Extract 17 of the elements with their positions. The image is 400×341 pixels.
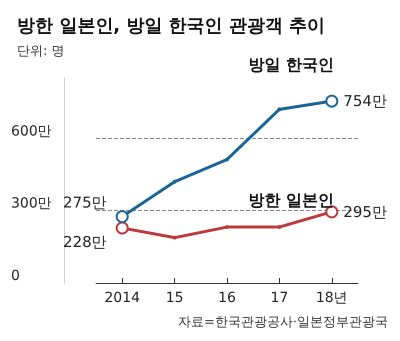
data-label: 275만: [63, 194, 107, 212]
data-label: 754만: [343, 92, 387, 110]
data-label: 228만: [63, 233, 107, 252]
series-label: 방한 일본인: [248, 190, 334, 210]
chart-subtitle: 단위: 명: [17, 44, 65, 59]
x-tick-label: 15: [166, 290, 184, 306]
x-tick-label: 17: [270, 290, 288, 306]
data-label: 295만: [343, 202, 387, 221]
chart-title: 방한 일본인, 방일 한국인 관광객 추이: [17, 16, 326, 36]
x-tick-label: 16: [218, 290, 236, 306]
y-tick-label: 300만: [11, 196, 52, 212]
series-label: 방일 한국인: [248, 54, 334, 74]
text: 자료=한국관광공사·일본정부관광국: [178, 315, 388, 330]
y-tick-label: 600만: [11, 123, 52, 140]
x-tick-label: 18년: [316, 290, 348, 306]
x-tick-label: 2014: [104, 290, 140, 306]
y-tick-label: 0: [11, 268, 20, 284]
